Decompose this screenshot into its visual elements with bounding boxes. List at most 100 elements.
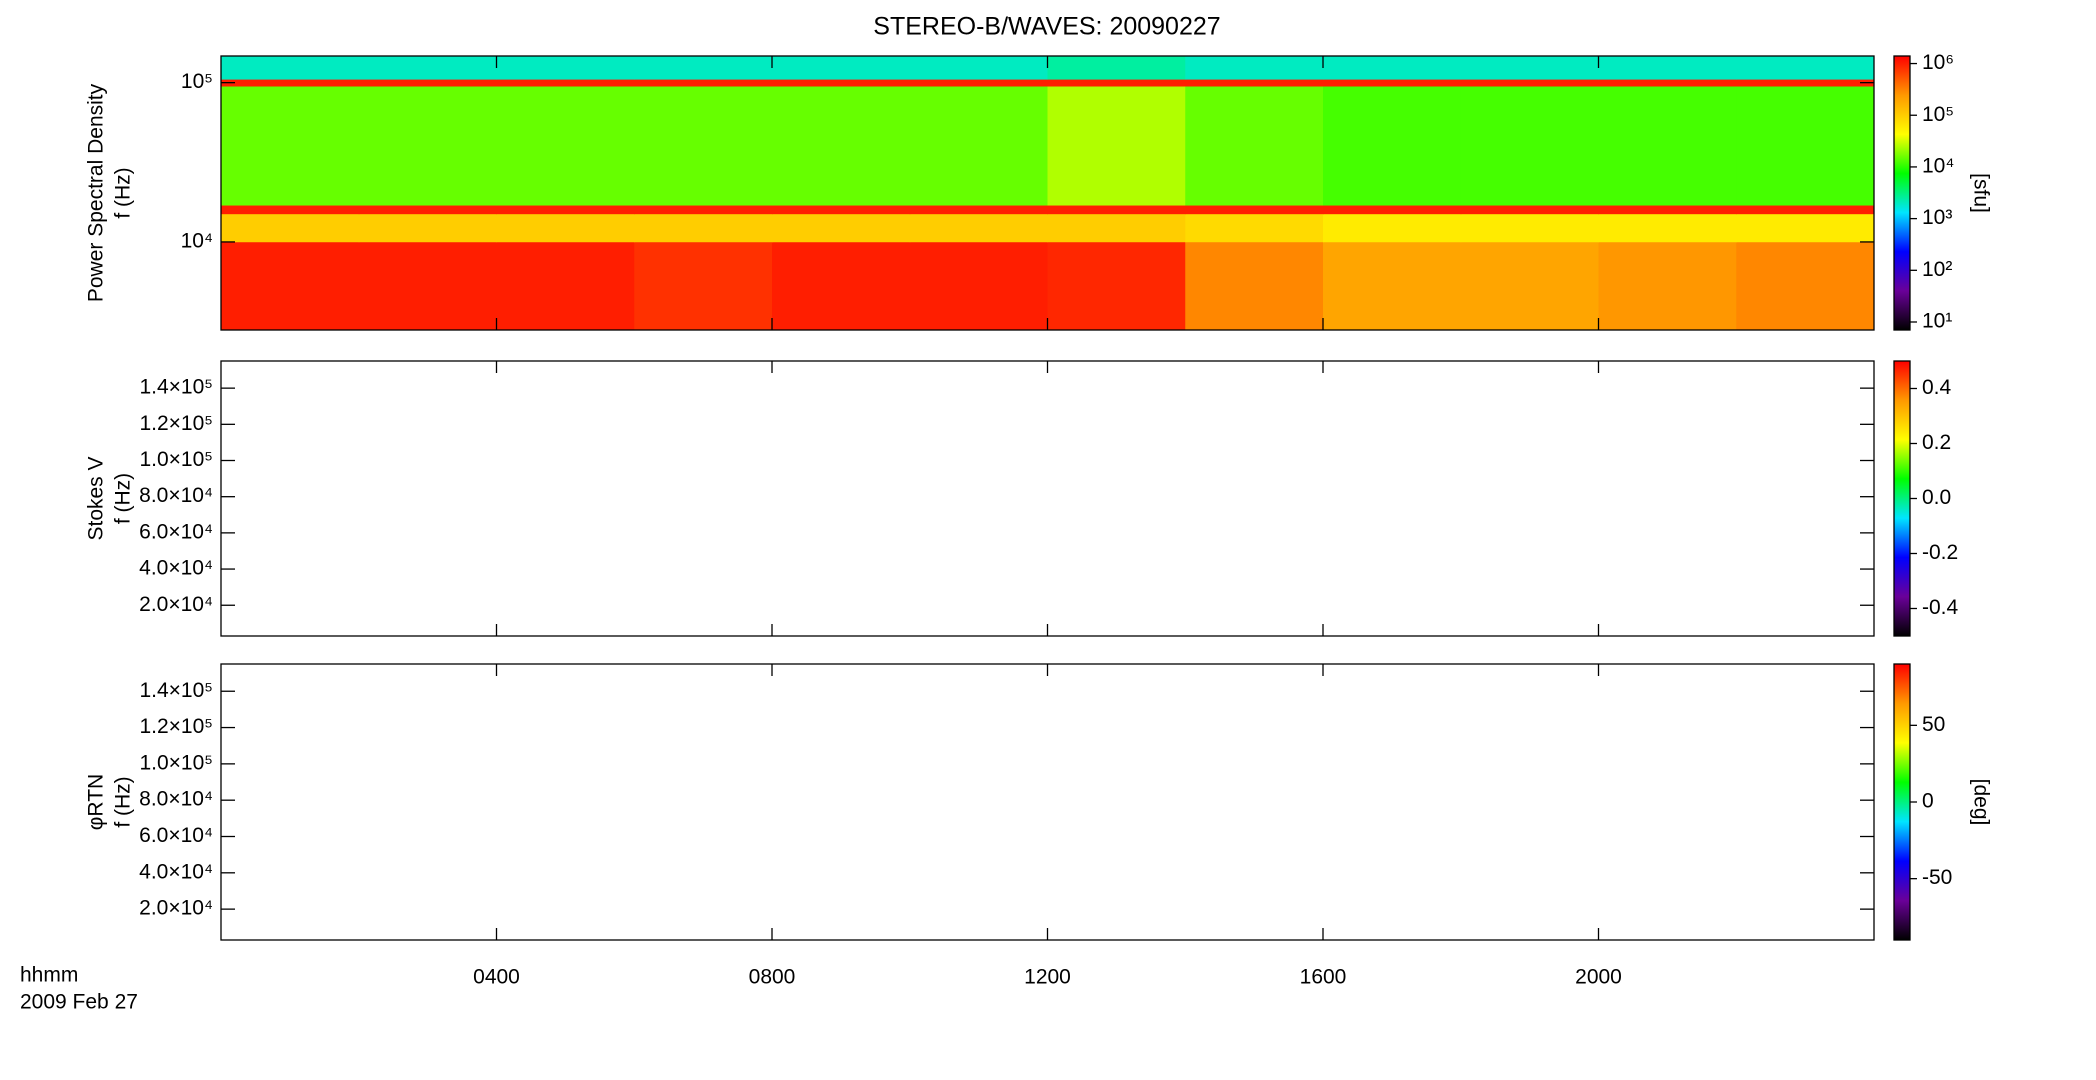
heatmap-cell [1323, 213, 1462, 243]
colorbar-tick-label: -0.4 [1922, 596, 1959, 619]
plot-frame [220, 360, 1875, 637]
heatmap-cell [1460, 86, 1599, 206]
heatmap-cell [634, 241, 773, 331]
y-axis-label: Stokes V [85, 456, 108, 540]
colorbar [1893, 663, 1911, 941]
y-axis-label: f (Hz) [112, 776, 135, 827]
colorbar-tick-label: 0.4 [1922, 376, 1952, 399]
y-tick-label: 8.0×10⁴ [139, 788, 213, 811]
heatmap-cell [634, 213, 773, 243]
y-tick-label: 1.2×10⁵ [139, 715, 213, 738]
y-tick-label: 1.4×10⁵ [139, 679, 213, 702]
heatmap-cell [358, 79, 497, 87]
heatmap-cell [1047, 241, 1186, 331]
heatmap-cell [772, 56, 911, 80]
y-axis-label: f (Hz) [112, 167, 135, 218]
heatmap-cell [772, 205, 911, 215]
colorbar-tick-label: 10⁵ [1922, 103, 1954, 126]
heatmap-cell [634, 79, 773, 87]
heatmap-cell [1736, 56, 1875, 80]
heatmap-cell [1598, 56, 1737, 80]
colorbar-tick-label: 10¹ [1922, 310, 1952, 333]
y-tick-label: 8.0×10⁴ [139, 484, 213, 507]
y-tick-label: 10⁴ [181, 229, 213, 252]
heatmap-cell [221, 86, 360, 206]
heatmap-cell [358, 86, 497, 206]
x-tick-label: 0400 [473, 966, 520, 989]
y-tick-label: 4.0×10⁴ [139, 860, 213, 883]
x-tick-label: 1600 [1300, 966, 1347, 989]
colorbar-tick-label: 10⁴ [1922, 154, 1954, 177]
colorbar-tick-label: -50 [1922, 866, 1952, 889]
plot-frame [220, 663, 1875, 941]
heatmap-cell [221, 241, 360, 331]
x-tick-label: 0800 [749, 966, 796, 989]
y-tick-label: 4.0×10⁴ [139, 557, 213, 580]
heatmap-cell [1598, 86, 1737, 206]
heatmap-cell [1736, 241, 1875, 331]
heatmap-cell [1736, 86, 1875, 206]
heatmap-cell [1323, 241, 1462, 331]
heatmap-cell [221, 205, 360, 215]
heatmap-cell [1323, 79, 1462, 87]
y-tick-label: 2.0×10⁴ [139, 593, 213, 616]
heatmap-cell [772, 79, 911, 87]
heatmap-cell [221, 79, 360, 87]
colorbar-label: [deg] [1969, 779, 1992, 826]
y-tick-label: 1.2×10⁵ [139, 412, 213, 435]
heatmap-cell [1185, 213, 1324, 243]
colorbar-tick-label: 0 [1922, 790, 1934, 813]
heatmap-cell [496, 205, 635, 215]
heatmap-cell [221, 213, 360, 243]
heatmap-cell [496, 86, 635, 206]
heatmap-cell [358, 205, 497, 215]
heatmap-cell [358, 241, 497, 331]
y-tick-label: 1.0×10⁵ [139, 751, 213, 774]
heatmap-cell [1598, 241, 1737, 331]
heatmap-cell [1047, 56, 1186, 80]
heatmap-cell [1736, 79, 1875, 87]
y-axis-label: f (Hz) [112, 473, 135, 524]
y-tick-label: 10⁵ [181, 70, 213, 93]
colorbar-tick-label: 0.0 [1922, 486, 1951, 509]
heatmap-cell [221, 56, 360, 80]
y-tick-label: 2.0×10⁴ [139, 897, 213, 920]
heatmap-cell [1460, 56, 1599, 80]
heatmap-cell [909, 205, 1048, 215]
heatmap-cell [909, 241, 1048, 331]
colorbar-tick-label: 50 [1922, 713, 1945, 736]
heatmap-cell [1598, 79, 1737, 87]
y-tick-label: 1.4×10⁵ [139, 376, 213, 399]
heatmap-cell [496, 241, 635, 331]
y-tick-label: 6.0×10⁴ [139, 520, 213, 543]
heatmap-cell [909, 56, 1048, 80]
heatmap-cell [634, 205, 773, 215]
heatmap-cell [909, 86, 1048, 206]
colorbar [1893, 55, 1911, 331]
heatmap-cell [1047, 86, 1186, 206]
heatmap-cell [1047, 79, 1186, 87]
colorbar-label: [sfu] [1969, 173, 1992, 213]
heatmap-cell [496, 213, 635, 243]
heatmap-cell [1460, 213, 1599, 243]
y-axis-label: φRTN [85, 774, 108, 830]
heatmap-cell [1323, 205, 1462, 215]
heatmap-cell [1736, 213, 1875, 243]
heatmap-cell [909, 79, 1048, 87]
heatmap-cell [772, 86, 911, 206]
heatmap-cell [496, 79, 635, 87]
heatmap-cell [1598, 213, 1737, 243]
heatmap-cell [634, 56, 773, 80]
colorbar-tick-label: 10³ [1922, 206, 1952, 229]
y-tick-label: 1.0×10⁵ [139, 448, 213, 471]
heatmap-cell [1185, 205, 1324, 215]
heatmap-cell [1185, 241, 1324, 331]
heatmap-cell [1736, 205, 1875, 215]
heatmap-cell [1185, 86, 1324, 206]
heatmap-cell [1460, 241, 1599, 331]
heatmap-cell [1047, 213, 1186, 243]
date-label: 2009 Feb 27 [20, 991, 138, 1014]
heatmap-cell [1460, 205, 1599, 215]
colorbar-tick-label: 10² [1922, 258, 1952, 281]
